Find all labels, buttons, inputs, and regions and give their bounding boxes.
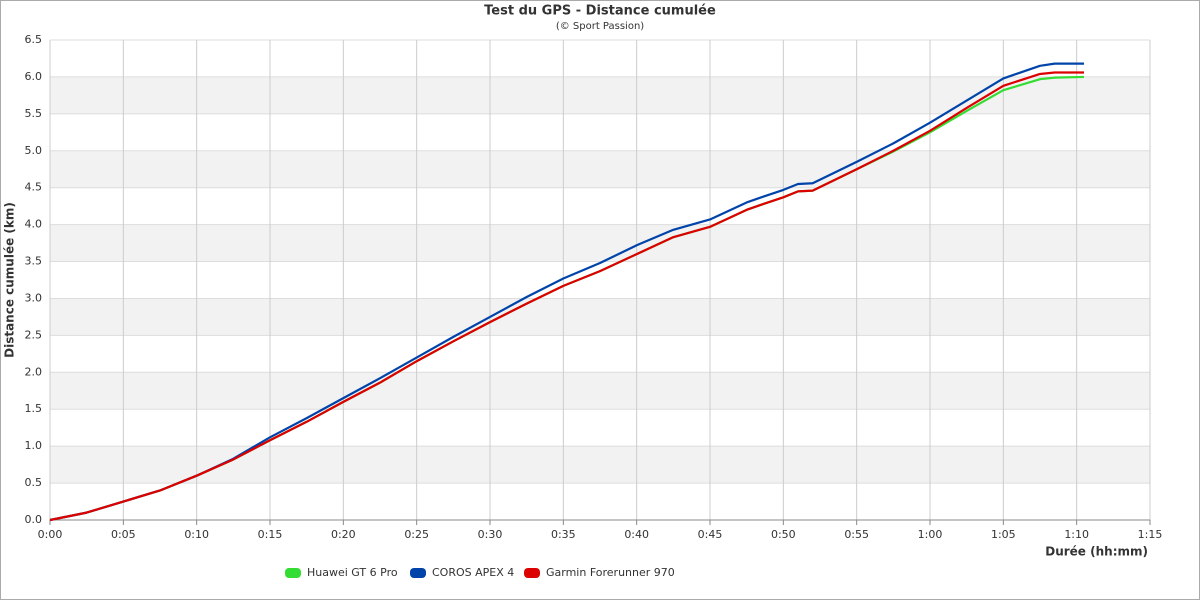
x-tick-label: 0:10 [184,528,209,541]
y-tick-label: 2.0 [25,365,43,378]
legend-label: COROS APEX 4 [432,566,514,579]
legend-swatch [285,568,301,578]
x-tick-label: 0:55 [844,528,869,541]
series-line [49,71,1084,522]
x-axis-label: Durée (hh:mm) [1045,545,1148,559]
y-tick-label: 6.5 [25,33,43,46]
legend-label: Huawei GT 6 Pro [307,566,398,579]
y-tick-label: 0.0 [25,513,43,526]
x-tick-label: 1:15 [1138,528,1163,541]
legend-label: Garmin Forerunner 970 [546,566,675,579]
x-tick-label: 0:30 [478,528,503,541]
y-tick-label: 4.5 [25,181,43,194]
y-tick-label: 5.0 [25,144,43,157]
y-axis-label: Distance cumulée (km) [3,202,17,358]
x-tick-label: 0:50 [771,528,796,541]
x-tick-label: 1:00 [918,528,943,541]
legend-swatch [410,568,426,578]
y-tick-label: 2.5 [25,328,43,341]
y-tick-label: 1.5 [25,402,43,415]
grid-band [50,298,1150,336]
grid-band [50,76,1150,114]
legend-swatch [524,568,540,578]
x-tick-label: 0:40 [624,528,649,541]
x-tick-label: 1:05 [991,528,1016,541]
chart-subtitle: (© Sport Passion) [556,21,644,32]
x-tick-label: 0:20 [331,528,356,541]
x-tick-label: 0:05 [111,528,136,541]
y-tick-label: 3.0 [25,291,43,304]
y-tick-label: 0.5 [25,476,43,489]
grid-band [50,446,1150,484]
x-tick-label: 0:25 [404,528,429,541]
y-tick-label: 6.0 [25,70,43,83]
y-tick-label: 1.0 [25,439,43,452]
grid-band [50,372,1150,410]
x-tick-label: 1:10 [1064,528,1089,541]
x-tick-label: 0:00 [38,528,63,541]
chart-title: Test du GPS - Distance cumulée [484,4,716,19]
grid-band [50,150,1150,188]
y-tick-label: 4.0 [25,218,43,231]
y-tick-label: 3.5 [25,255,43,268]
x-tick-label: 0:45 [698,528,723,541]
x-tick-label: 0:15 [258,528,283,541]
grid-band [50,224,1150,262]
y-tick-label: 5.5 [25,107,43,120]
x-tick-label: 0:35 [551,528,576,541]
